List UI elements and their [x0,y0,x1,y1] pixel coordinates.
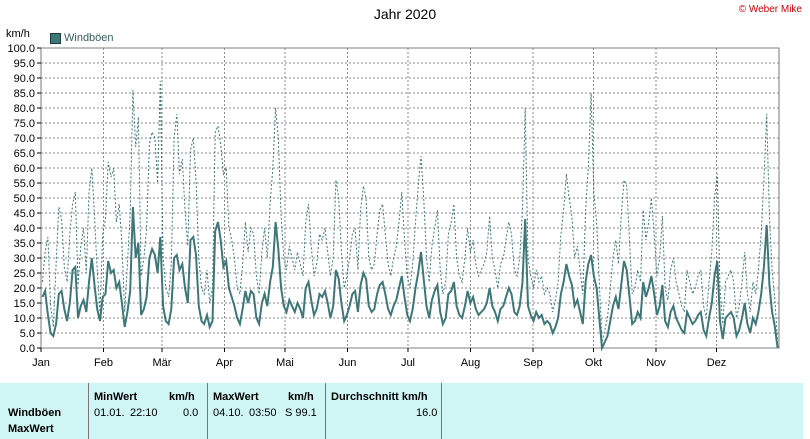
series-windboeen-line [41,206,779,352]
y-tick-label: 5.0 [20,328,35,340]
legend: Windböen [50,32,114,44]
row-label-maxwert: MaxWert [8,423,54,435]
y-tick-label: 100.0 [7,43,35,55]
y-unit-label: km/h [6,28,30,40]
y-tick-label: 55.0 [14,178,35,190]
row-label-windboeen: Windböen [8,407,62,419]
series-layer [41,80,779,352]
y-tick-label: 90.0 [14,73,35,85]
max-value: S 99.1 [285,407,317,419]
x-tick-label: Sep [523,357,543,369]
legend-swatch [50,32,61,44]
y-tick-label: 15.0 [14,298,35,310]
max-time: 03:50 [249,407,277,419]
min-unit-header: km/h [169,391,195,403]
table-divider [88,383,89,439]
y-tick-label: 25.0 [14,268,35,280]
legend-label: Windböen [64,32,114,44]
table-divider [207,383,208,439]
max-date: 04.10. [213,407,244,419]
y-tick-label: 35.0 [14,238,35,250]
x-tick-label: Jun [339,357,357,369]
y-tick-label: 40.0 [14,223,35,235]
y-tick-label: 95.0 [14,58,35,70]
y-tick-label: 0.0 [20,343,35,355]
y-tick-label: 50.0 [14,193,35,205]
min-time: 22:10 [130,407,158,419]
grid [40,47,780,349]
x-tick-label: Aug [461,357,481,369]
y-tick-label: 20.0 [14,283,35,295]
table-divider [325,383,326,439]
y-tick-label: 30.0 [14,253,35,265]
min-value: 0.0 [183,407,199,419]
avg-header: Durchschnitt km/h [331,391,428,403]
y-tick-label: 65.0 [14,148,35,160]
y-tick-label: 10.0 [14,313,35,325]
y-tick-label: 75.0 [14,118,35,130]
y-tick-label: 80.0 [14,103,35,115]
x-tick-label: Mär [153,357,172,369]
x-tick-label: Jan [32,357,50,369]
y-tick-label: 70.0 [14,133,35,145]
table-divider [441,383,442,439]
x-tick-label: Dez [707,357,727,369]
x-tick-label: Apr [216,357,233,369]
x-tick-label: Jul [401,357,415,369]
chart-area: 0.0 5.0 10.0 15.0 20.0 25.0 30.0 35.0 40.0 45.0 50… [7,43,780,369]
max-unit-header: km/h [288,391,314,403]
series-maxwert-line [41,80,779,343]
credit-label: © Weber Mike [738,4,802,15]
avg-value: 16.0 [416,407,438,419]
x-tick-label: Feb [94,357,113,369]
x-tick-label: Nov [646,357,666,369]
min-header: MinWert [94,391,138,403]
y-tick-label: 45.0 [14,208,35,220]
y-tick-label: 60.0 [14,163,35,175]
y-axis: 0.0 5.0 10.0 15.0 20.0 25.0 30.0 35.0 40.0 45.0 50… [7,43,41,355]
x-tick-label: Mai [276,357,294,369]
stats-table: MinWert km/h MaxWert km/h Durchschnitt k… [0,383,803,439]
x-axis: Jan Feb Mär Apr Mai Jun Jul Aug Sep Okt Nov Dez [32,348,726,369]
chart-title: Jahr 2020 [373,6,437,22]
y-tick-label: 85.0 [14,88,35,100]
max-header: MaxWert [213,391,259,403]
x-tick-label: Okt [585,357,602,369]
min-date: 01.01. [94,407,125,419]
